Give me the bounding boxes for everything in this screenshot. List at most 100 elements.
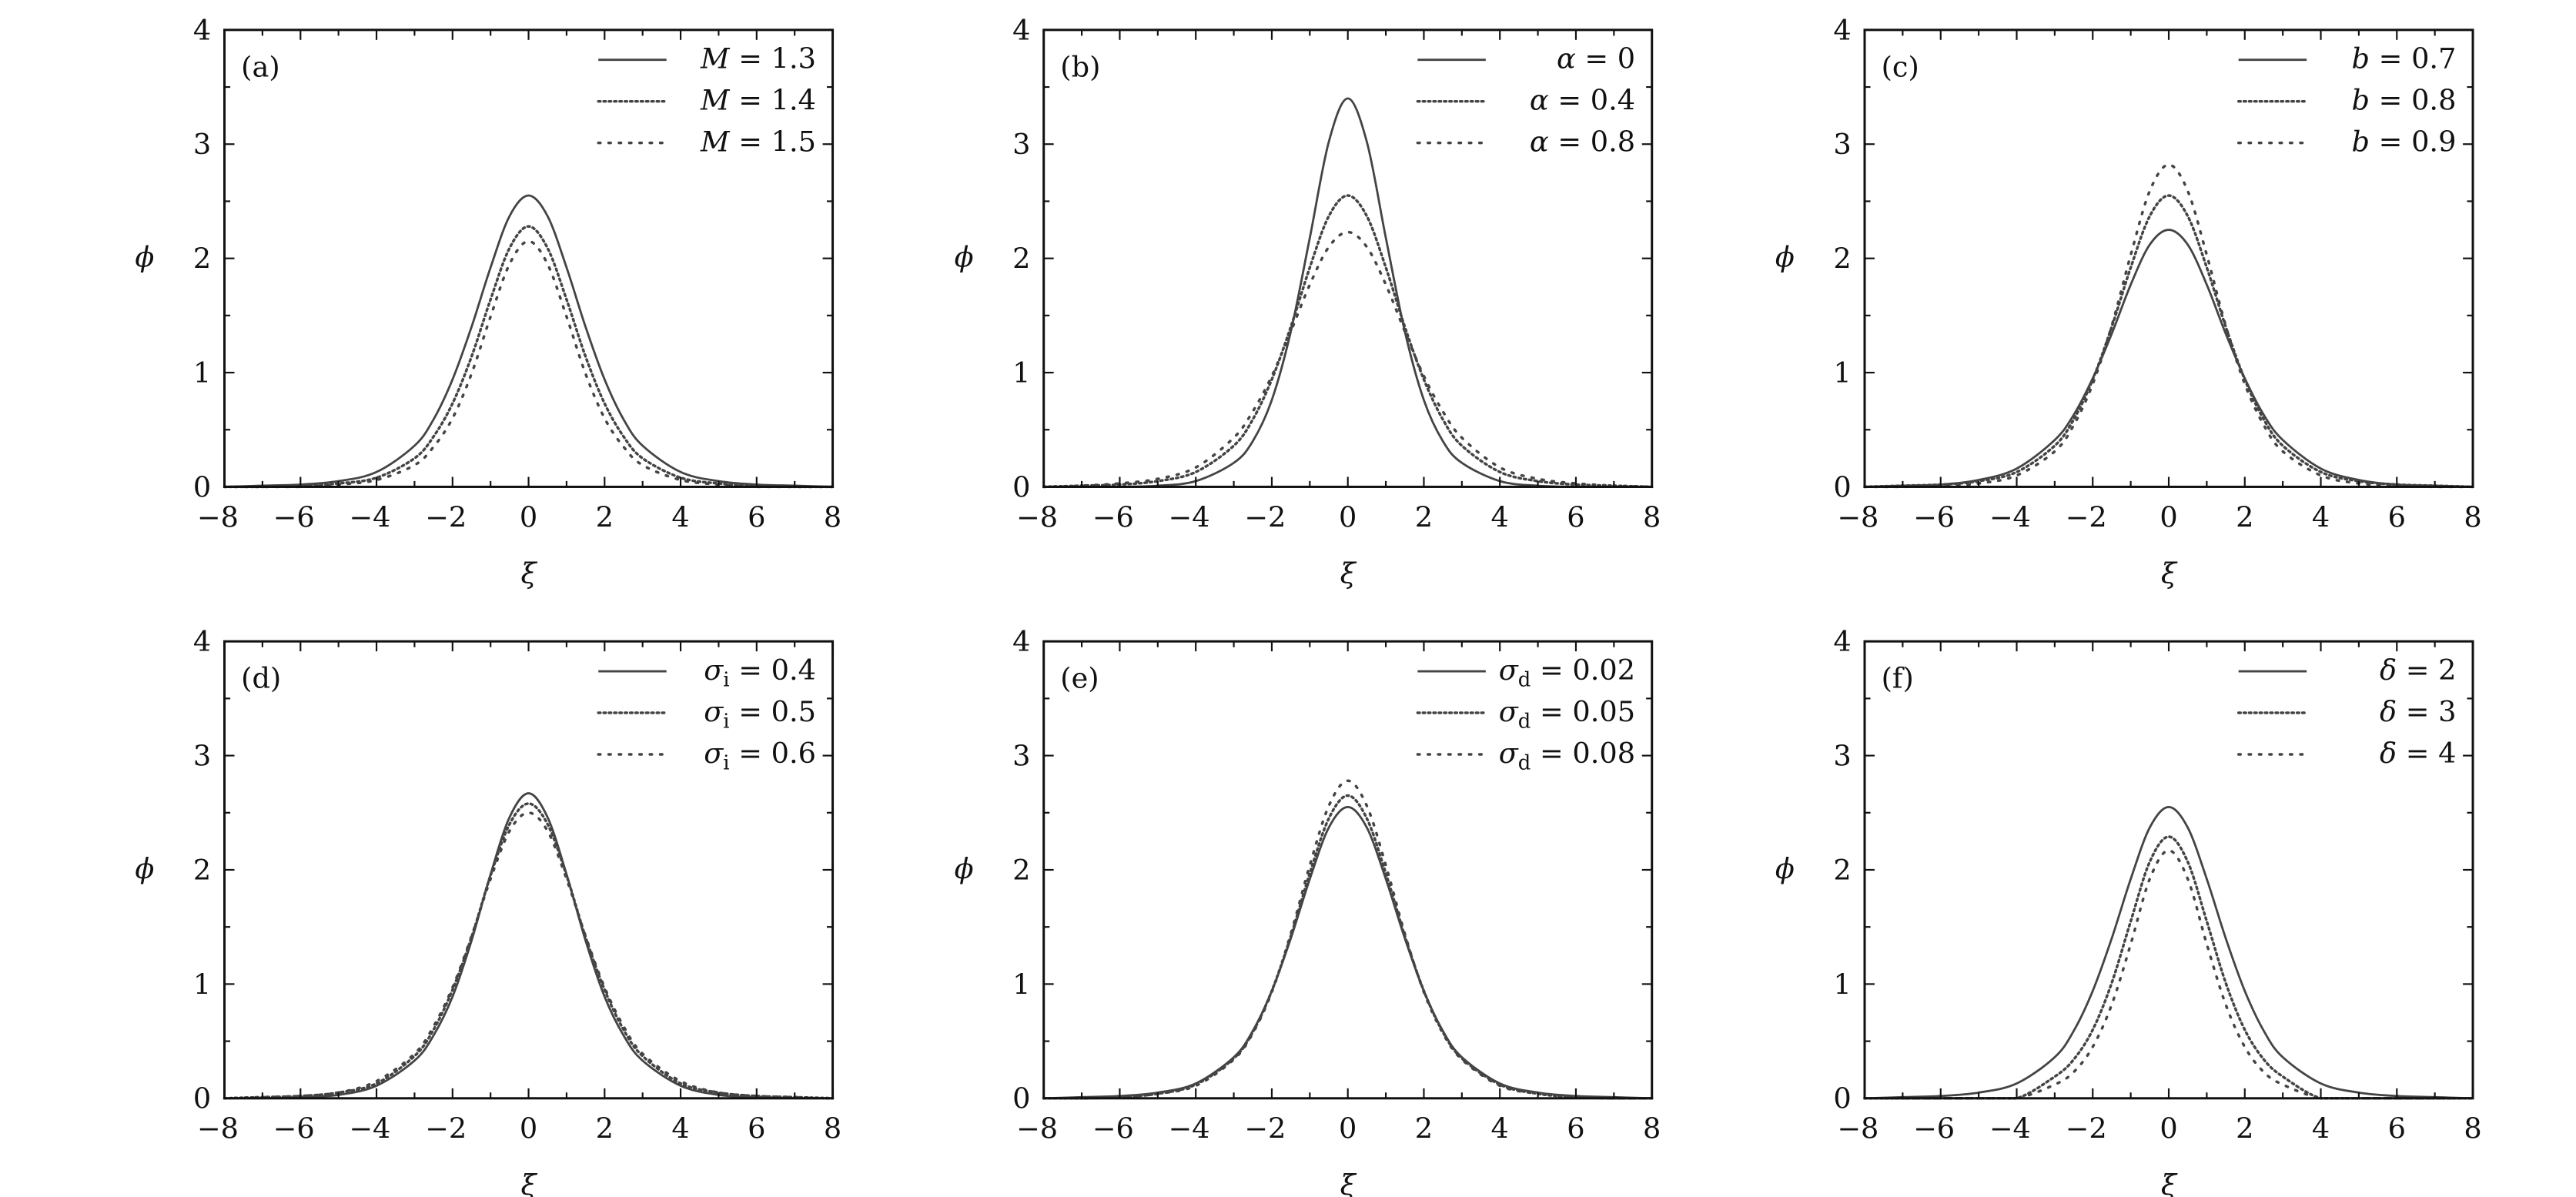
x-tick-label: 2 <box>596 1112 614 1145</box>
y-axis-label: ϕ <box>955 240 974 273</box>
legend-symbol: δ <box>2380 737 2397 770</box>
x-tick-label: −6 <box>1092 1112 1134 1145</box>
y-tick-label: 0 <box>1012 1082 1030 1115</box>
series-line-1 <box>1864 229 2474 488</box>
series-line-3 <box>1863 163 2474 489</box>
legend-label-3: α = 0.8 <box>1530 125 1635 158</box>
legend-label-2: σi = 0.5 <box>704 695 816 734</box>
legend-symbol: σ <box>704 737 724 770</box>
legend-label-3: M = 1.5 <box>700 125 816 158</box>
x-axis-label: ξ <box>2161 1169 2178 1197</box>
y-tick-label: 2 <box>1012 242 1030 276</box>
x-tick-label: −8 <box>1837 500 1878 533</box>
legend-value: = 4 <box>2397 737 2456 770</box>
x-tick-label: −4 <box>1989 500 2031 533</box>
x-tick-label: 6 <box>1567 1112 1584 1145</box>
y-tick-label: 4 <box>1833 14 1851 47</box>
x-tick-label: 0 <box>520 1112 537 1145</box>
x-tick-label: 6 <box>748 500 765 533</box>
x-tick-label: −6 <box>273 1112 315 1145</box>
x-tick-label: −2 <box>2066 1112 2107 1145</box>
panel-label: (f) <box>1882 662 1914 695</box>
x-tick-label: 2 <box>2236 500 2253 533</box>
legend-value: = 0.4 <box>730 654 816 687</box>
legend-subscript: d <box>1518 710 1531 733</box>
legend-value: = 0.02 <box>1531 654 1635 687</box>
y-tick-label: 3 <box>1012 128 1030 161</box>
legend-value: = 0.8 <box>1549 125 1635 158</box>
x-tick-label: −4 <box>1169 1112 1210 1145</box>
series-line-2 <box>1863 194 2474 489</box>
x-axis-label: ξ <box>520 1169 537 1197</box>
legend-label-2: δ = 3 <box>2380 695 2457 728</box>
y-tick-label: 0 <box>1833 470 1851 503</box>
x-tick-label: −2 <box>1244 1112 1286 1145</box>
legend-subscript: i <box>723 751 729 774</box>
y-tick-label: 0 <box>1833 1082 1851 1115</box>
x-tick-label: −8 <box>197 500 239 533</box>
x-axis-label: ξ <box>2161 557 2178 590</box>
legend-symbol: σ <box>1499 695 1519 728</box>
y-tick-label: 3 <box>193 740 211 773</box>
x-tick-label: −6 <box>1913 500 1955 533</box>
y-axis-label: ϕ <box>135 240 154 273</box>
panel-label: (e) <box>1060 662 1099 695</box>
y-tick-label: 3 <box>193 128 211 161</box>
x-tick-label: 8 <box>2464 1112 2481 1145</box>
x-tick-label: −8 <box>1016 500 1058 533</box>
series-line-1 <box>1043 805 1652 1100</box>
series-line-3 <box>222 239 835 489</box>
legend-symbol: b <box>2352 42 2370 75</box>
panel-label: (a) <box>241 50 280 83</box>
y-axis-label: ϕ <box>955 852 974 885</box>
series-line-3 <box>1863 849 2474 1100</box>
legend-symbol: M <box>700 42 731 75</box>
series-line-2 <box>1042 794 1654 1100</box>
legend-subscript: i <box>723 710 729 733</box>
legend-symbol: M <box>700 83 731 116</box>
legend-label-2: M = 1.4 <box>700 83 816 116</box>
x-tick-label: 8 <box>2464 500 2481 533</box>
x-tick-label: −4 <box>349 1112 390 1145</box>
legend-label-1: α = 0 <box>1557 42 1635 75</box>
y-tick-label: 1 <box>1833 356 1851 390</box>
legend-value: = 0.08 <box>1531 737 1635 770</box>
x-tick-label: 8 <box>1643 1112 1661 1145</box>
x-tick-label: −6 <box>273 500 315 533</box>
series-line-2 <box>222 802 835 1100</box>
x-axis-label: ξ <box>520 557 537 590</box>
series-line-2 <box>1042 194 1654 489</box>
legend-symbol: σ <box>1499 654 1519 687</box>
panel-label: (d) <box>241 662 281 695</box>
y-tick-label: 1 <box>1833 968 1851 1001</box>
legend-label-2: b = 0.8 <box>2352 83 2457 116</box>
y-tick-label: 1 <box>1012 968 1030 1001</box>
x-tick-label: −2 <box>1244 500 1286 533</box>
legend-label-3: δ = 4 <box>2380 737 2457 770</box>
legend-value: = 0.05 <box>1531 695 1635 728</box>
x-tick-label: −2 <box>2066 500 2107 533</box>
legend-symbol: α <box>1557 42 1576 75</box>
x-tick-label: −2 <box>425 1112 467 1145</box>
y-tick-label: 2 <box>1833 242 1851 276</box>
x-tick-label: 0 <box>1339 1112 1357 1145</box>
legend-value: = 0.9 <box>2370 125 2456 158</box>
x-tick-label: 2 <box>1415 500 1433 533</box>
series-line-3 <box>222 811 835 1100</box>
legend-symbol: α <box>1530 83 1549 116</box>
legend-value: = 1.3 <box>730 42 816 75</box>
x-tick-label: −8 <box>197 1112 239 1145</box>
legend-label-1: b = 0.7 <box>2352 42 2457 75</box>
series-line-1 <box>224 194 833 488</box>
x-tick-label: −4 <box>1989 1112 2031 1145</box>
x-tick-label: 0 <box>2159 1112 2177 1145</box>
y-tick-label: 0 <box>1012 470 1030 503</box>
y-tick-label: 4 <box>193 625 211 658</box>
panel-label: (b) <box>1060 50 1100 83</box>
legend-label-3: b = 0.9 <box>2352 125 2457 158</box>
